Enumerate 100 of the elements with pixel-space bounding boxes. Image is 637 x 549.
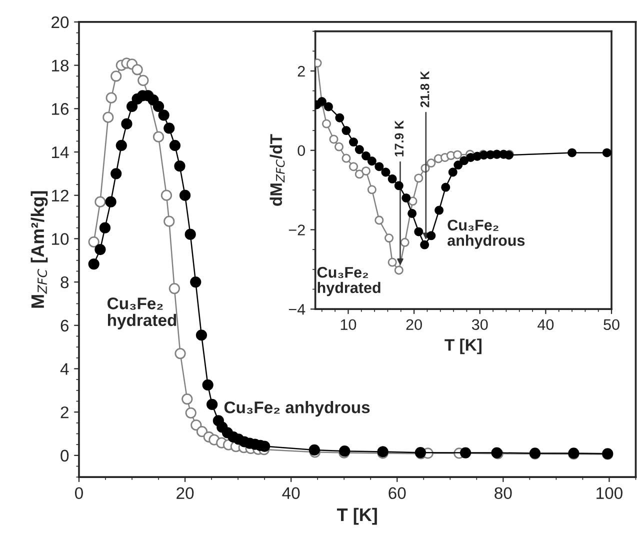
point	[426, 231, 436, 240]
point	[367, 185, 376, 194]
point	[110, 168, 122, 180]
point	[342, 126, 351, 136]
point	[138, 74, 149, 86]
point	[88, 236, 100, 248]
point	[402, 193, 411, 202]
point	[367, 156, 376, 166]
x-tick-label: 80	[494, 487, 512, 500]
point	[602, 148, 612, 158]
point	[460, 447, 472, 458]
point	[174, 160, 186, 172]
point	[408, 196, 418, 206]
point	[342, 154, 351, 163]
point	[452, 150, 462, 160]
point	[185, 407, 196, 418]
point	[381, 168, 390, 177]
point	[460, 156, 469, 166]
point	[394, 266, 404, 275]
y-tick-label: 18	[52, 60, 69, 72]
point	[329, 134, 338, 144]
point	[335, 113, 344, 122]
point	[116, 140, 127, 152]
point	[88, 258, 100, 270]
annotation: 17.9 K	[394, 120, 404, 156]
x-axis-title: T [K]	[444, 338, 482, 354]
y-tick-label: −4	[288, 304, 306, 315]
point	[179, 190, 191, 201]
point	[202, 379, 214, 391]
x-tick-label: 60	[388, 487, 406, 500]
point	[384, 234, 394, 243]
x-tick-label: 100	[596, 487, 622, 500]
annotation: 21.8 K	[420, 70, 430, 108]
point	[388, 174, 397, 184]
point	[169, 140, 181, 152]
y-tick-label: 16	[52, 103, 69, 115]
point	[322, 119, 332, 128]
point	[454, 160, 463, 170]
point	[206, 398, 218, 410]
point	[414, 227, 424, 236]
y-tick-label: 12	[52, 190, 68, 202]
point	[348, 138, 358, 147]
point	[184, 228, 196, 240]
y-tick-label: 2	[60, 406, 68, 418]
point	[174, 348, 186, 360]
point	[434, 206, 444, 215]
y-tick-label: 6	[60, 320, 69, 332]
point	[400, 238, 410, 247]
y-tick-label: 10	[52, 233, 69, 245]
y-axis-title: dM$_{ZFC}$/dT	[270, 134, 285, 206]
point	[164, 216, 175, 227]
point	[420, 240, 430, 250]
x-tick-label: 30	[472, 319, 488, 330]
x-tick-label: 20	[406, 319, 422, 330]
point	[361, 166, 371, 176]
y-tick-label: 14	[52, 146, 69, 158]
point	[121, 118, 132, 130]
x-tick-label: 40	[282, 487, 300, 500]
y-tick-label: 8	[60, 276, 69, 288]
point	[308, 444, 320, 456]
point	[105, 196, 116, 208]
y-tick-label: −2	[288, 224, 305, 236]
point	[94, 244, 106, 256]
x-tick-label: 40	[538, 319, 554, 330]
point	[448, 168, 458, 177]
point	[348, 162, 358, 172]
point	[160, 190, 172, 201]
point	[94, 196, 106, 208]
x-tick-label: 20	[176, 487, 194, 500]
point	[414, 174, 424, 183]
point	[354, 170, 364, 179]
point	[110, 70, 122, 82]
point	[568, 148, 577, 158]
point	[132, 64, 143, 76]
point	[388, 258, 397, 267]
point	[374, 216, 384, 225]
x-tick-label: 0	[75, 487, 83, 500]
point	[334, 142, 344, 152]
series-label: Cu₃Fe₂ anhydrous	[224, 401, 370, 417]
point	[196, 426, 208, 438]
series-label: Cu₃Fe₂ anhydrous	[448, 220, 525, 249]
point	[196, 330, 208, 341]
point	[164, 122, 175, 134]
point	[182, 394, 193, 405]
point	[324, 102, 333, 112]
point	[126, 100, 138, 112]
point	[354, 145, 364, 154]
x-tick-label: 50	[604, 319, 620, 330]
point	[106, 92, 117, 104]
point	[374, 162, 384, 172]
point	[99, 222, 111, 234]
series-label: Cu₃Fe₂ hydrated	[317, 266, 380, 296]
x-tick-label: 10	[340, 319, 356, 330]
point	[361, 151, 371, 160]
point	[441, 182, 450, 192]
x-axis-title: T [K]	[337, 508, 377, 525]
point	[152, 100, 164, 112]
point	[408, 208, 417, 218]
series-label: Cu₃Fe₂ hydrated	[108, 298, 176, 330]
point	[152, 131, 164, 142]
